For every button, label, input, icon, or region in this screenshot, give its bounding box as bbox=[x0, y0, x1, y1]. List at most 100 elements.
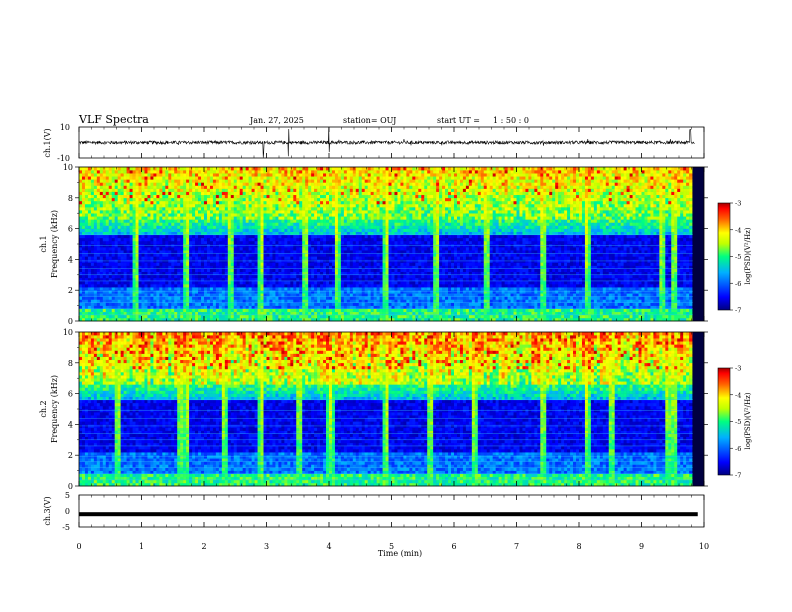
spectrogram-cell bbox=[195, 176, 198, 179]
spectrogram-cell bbox=[88, 262, 91, 265]
spectrogram-cell bbox=[192, 213, 195, 216]
spectrogram-cell bbox=[159, 287, 162, 290]
spectrogram-cell bbox=[121, 167, 124, 170]
spectrogram-cell bbox=[162, 296, 165, 299]
spectrogram-cell bbox=[103, 241, 106, 244]
spectrogram-cell bbox=[192, 247, 195, 250]
spectrogram-cell bbox=[159, 195, 162, 198]
spectrogram-cell bbox=[177, 296, 180, 299]
spectrogram-cell bbox=[183, 229, 186, 232]
spectrogram-cell bbox=[133, 315, 136, 318]
spectrogram-cell bbox=[195, 284, 198, 287]
spectrogram-cell bbox=[192, 235, 195, 238]
spectrogram-cell bbox=[144, 309, 147, 312]
spectrogram-cell bbox=[136, 256, 139, 259]
spectrogram-cell bbox=[159, 213, 162, 216]
spectrogram-cell bbox=[171, 247, 174, 250]
spectrogram-cell bbox=[159, 204, 162, 207]
spectrogram-cell bbox=[162, 185, 165, 188]
spectrogram-cell bbox=[91, 226, 94, 229]
spectrogram-cell bbox=[115, 204, 118, 207]
spectrogram-cell bbox=[112, 216, 115, 219]
spectrogram-cell bbox=[204, 241, 207, 244]
spectrogram-cell bbox=[88, 204, 91, 207]
spectrogram-cell bbox=[156, 182, 159, 185]
spectrogram-cell bbox=[139, 309, 142, 312]
spectrogram-cell bbox=[186, 170, 189, 173]
spectrogram-cell bbox=[118, 253, 121, 256]
spectrogram-cell bbox=[198, 192, 201, 195]
spectrogram-cell bbox=[201, 182, 204, 185]
spectrogram-cell bbox=[139, 210, 142, 213]
spectrogram-cell bbox=[100, 256, 103, 259]
spectrogram-cell bbox=[103, 235, 106, 238]
spectrogram-cell bbox=[85, 201, 88, 204]
spectrogram-cell bbox=[133, 182, 136, 185]
spectrogram-cell bbox=[85, 204, 88, 207]
spectrogram-cell bbox=[136, 179, 139, 182]
spectrogram-cell bbox=[118, 167, 121, 170]
spectrogram-cell bbox=[174, 219, 177, 222]
spectrogram-cell bbox=[79, 207, 82, 210]
spectrogram-cell bbox=[115, 210, 118, 213]
spectrogram-cell bbox=[147, 185, 150, 188]
spectrogram-cell bbox=[171, 309, 174, 312]
spectrogram-cell bbox=[189, 296, 192, 299]
spectrogram-cell bbox=[109, 198, 112, 201]
spectrogram-cell bbox=[79, 296, 82, 299]
spectrogram-cell bbox=[183, 198, 186, 201]
spectrogram-cell bbox=[156, 262, 159, 265]
spectrogram-cell bbox=[91, 207, 94, 210]
spectrogram-cell bbox=[97, 179, 100, 182]
spectrogram-cell bbox=[201, 189, 204, 192]
spectrogram-cell bbox=[136, 170, 139, 173]
spectrogram-cell bbox=[195, 204, 198, 207]
spectrogram-cell bbox=[195, 198, 198, 201]
spectrogram-cell bbox=[103, 185, 106, 188]
spectrogram-cell bbox=[201, 210, 204, 213]
spectrogram-cell bbox=[171, 192, 174, 195]
spectrogram-cell bbox=[183, 170, 186, 173]
spectrogram-cell bbox=[103, 204, 106, 207]
spectrogram-cell bbox=[136, 216, 139, 219]
spectrogram-cell bbox=[165, 281, 168, 284]
spectrogram-cell bbox=[88, 284, 91, 287]
spectrogram-cell bbox=[85, 189, 88, 192]
spectrogram-cell bbox=[168, 275, 171, 278]
spectrogram-cell bbox=[118, 275, 121, 278]
spectrogram-cell bbox=[189, 201, 192, 204]
spectrogram-cell bbox=[165, 179, 168, 182]
spectrogram-cell bbox=[133, 309, 136, 312]
spectrogram-cell bbox=[144, 170, 147, 173]
spectrogram-cell bbox=[165, 170, 168, 173]
spectrogram-cell bbox=[183, 167, 186, 170]
spectrogram-cell bbox=[103, 256, 106, 259]
spectrogram-cell bbox=[174, 238, 177, 241]
spectrogram-cell bbox=[121, 198, 124, 201]
spectrogram-cell bbox=[142, 229, 145, 232]
spectrogram-cell bbox=[88, 213, 91, 216]
spectrogram-cell bbox=[136, 226, 139, 229]
spectrogram-cell bbox=[201, 241, 204, 244]
spectrogram-cell bbox=[139, 262, 142, 265]
spectrogram-cell bbox=[180, 247, 183, 250]
spectrogram-cell bbox=[174, 281, 177, 284]
spectrogram-cell bbox=[142, 222, 145, 225]
spectrogram-cell bbox=[180, 262, 183, 265]
spectrogram-cell bbox=[133, 241, 136, 244]
spectrogram-cell bbox=[165, 222, 168, 225]
spectrogram-cell bbox=[195, 238, 198, 241]
spectrogram-cell bbox=[174, 303, 177, 306]
spectrogram-cell bbox=[127, 201, 130, 204]
spectrogram-cell bbox=[183, 210, 186, 213]
spectrogram-cell bbox=[142, 182, 145, 185]
spectrogram-cell bbox=[115, 170, 118, 173]
spectrogram-cell bbox=[144, 179, 147, 182]
spectrogram-cell bbox=[91, 235, 94, 238]
spectrogram-cell bbox=[136, 284, 139, 287]
spectrogram-cell bbox=[150, 210, 153, 213]
spectrogram-cell bbox=[180, 167, 183, 170]
spectrogram-cell bbox=[139, 241, 142, 244]
spectrogram-cell bbox=[133, 222, 136, 225]
spectrogram-cell bbox=[162, 303, 165, 306]
